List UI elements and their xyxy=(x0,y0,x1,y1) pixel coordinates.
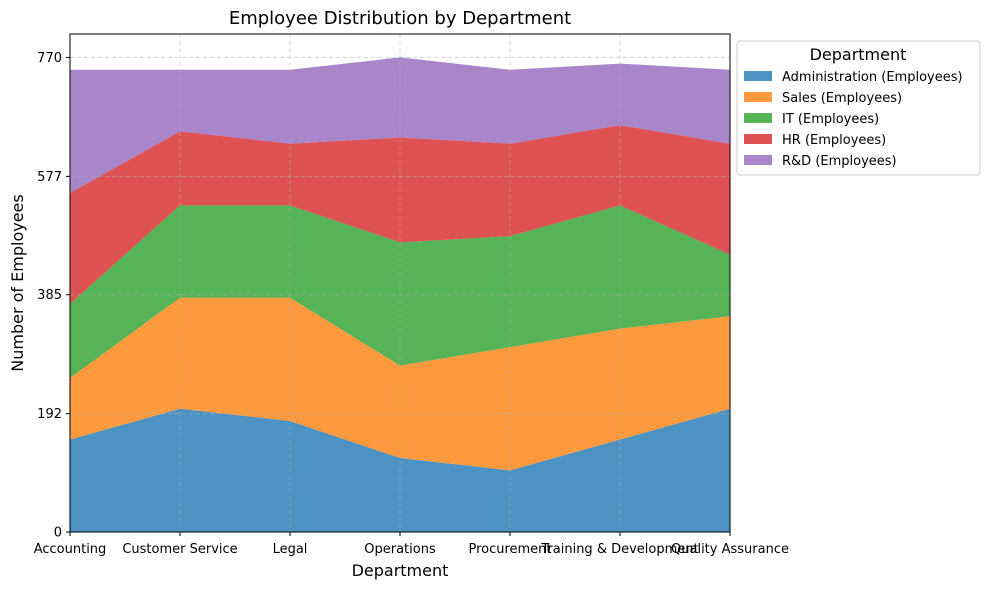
y-tick-label: 385 xyxy=(37,288,62,303)
legend-swatch-0 xyxy=(744,71,772,81)
y-tick-label: 0 xyxy=(54,526,62,541)
area-series-2 xyxy=(70,205,730,378)
x-tick-label: Customer Service xyxy=(122,542,237,557)
legend-swatch-2 xyxy=(744,113,772,123)
chart-title: Employee Distribution by Department xyxy=(229,8,571,29)
axes: Accounting Customer Service Legal Operation… xyxy=(34,33,789,557)
x-tick-label: Accounting xyxy=(34,542,107,557)
y-tick-label: 770 xyxy=(37,51,62,66)
y-tick-label: 577 xyxy=(37,170,62,185)
x-tick-label: Training & Development xyxy=(540,542,698,557)
legend-swatch-1 xyxy=(744,92,772,102)
x-tick-label: Operations xyxy=(364,542,436,557)
legend-label-3: HR (Employees) xyxy=(782,133,886,148)
area-series-3 xyxy=(70,125,730,304)
x-tick-label: Quality Assurance xyxy=(671,542,789,557)
legend: Department Administration (Employees) Sal… xyxy=(736,40,981,176)
y-axis-title: Number of Employees xyxy=(8,194,27,371)
legend-items: Administration (Employees) Sales (Employe… xyxy=(744,70,963,169)
legend-swatch-3 xyxy=(744,134,772,144)
legend-title: Department xyxy=(810,45,907,64)
x-tick-label: Procurement xyxy=(468,542,551,557)
legend-label-1: Sales (Employees) xyxy=(782,91,902,106)
legend-label-2: IT (Employees) xyxy=(782,112,879,127)
legend-label-4: R&D (Employees) xyxy=(782,154,897,169)
legend-label-0: Administration (Employees) xyxy=(782,70,963,85)
x-axis-title: Department xyxy=(352,561,449,580)
legend-swatch-4 xyxy=(744,155,772,165)
x-tick-label: Legal xyxy=(273,542,308,557)
legend-frame xyxy=(736,40,981,176)
y-tick-label: 192 xyxy=(37,407,62,422)
